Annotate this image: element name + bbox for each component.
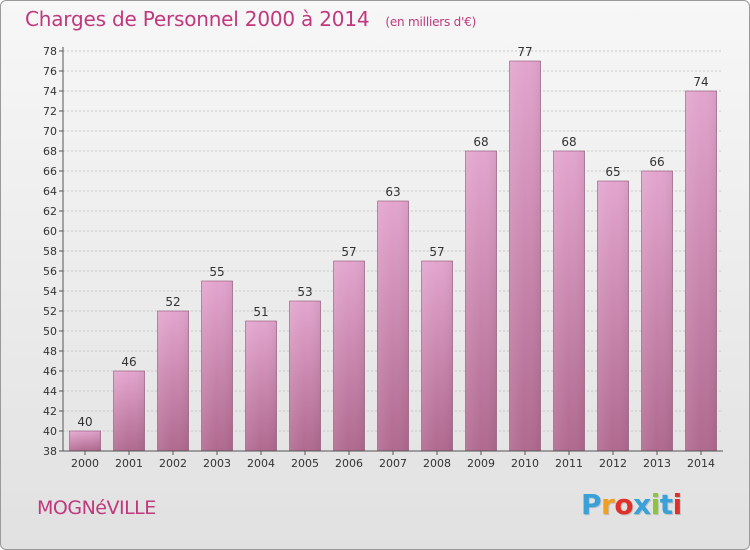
y-tick-label: 66	[43, 165, 57, 178]
data-label-2005: 53	[297, 285, 312, 299]
x-tick-label-2014: 2014	[687, 457, 715, 470]
y-tick-label: 38	[43, 445, 57, 458]
brand-letter: t	[659, 488, 673, 521]
y-tick-label: 62	[43, 205, 57, 218]
y-tick-label: 44	[43, 385, 57, 398]
y-tick-label: 48	[43, 345, 57, 358]
bar-sheen	[333, 261, 365, 451]
brand-logo: Proxiti	[581, 488, 682, 521]
chart-subtitle: (en milliers d'€)	[385, 15, 477, 29]
data-label-2006: 57	[341, 245, 356, 259]
bar-sheen	[157, 311, 189, 451]
y-tick-label: 52	[43, 305, 57, 318]
y-tick-label: 70	[43, 125, 57, 138]
data-label-2004: 51	[253, 305, 268, 319]
brand-letter: i	[650, 488, 661, 521]
chart-title-text: Charges de Personnel 2000 à 2014	[25, 7, 370, 31]
location-name: MOGNéVILLE	[37, 497, 156, 519]
x-tick-label-2008: 2008	[423, 457, 451, 470]
y-tick-label: 58	[43, 245, 57, 258]
bar-sheen	[201, 281, 233, 451]
x-tick-label-2010: 2010	[511, 457, 539, 470]
bar-sheen	[465, 151, 497, 451]
data-label-2007: 63	[385, 185, 400, 199]
data-label-2003: 55	[209, 265, 224, 279]
y-tick-label: 68	[43, 145, 57, 158]
bar-sheen	[113, 371, 145, 451]
bar-sheen	[553, 151, 585, 451]
brand-letter: i	[672, 488, 683, 521]
data-label-2002: 52	[165, 295, 180, 309]
data-label-2000: 40	[77, 415, 92, 429]
brand-letter: P	[581, 488, 602, 521]
y-tick-label: 50	[43, 325, 57, 338]
data-label-2011: 68	[561, 135, 576, 149]
x-tick-label-2002: 2002	[159, 457, 187, 470]
x-tick-label-2013: 2013	[643, 457, 671, 470]
bar-sheen	[245, 321, 277, 451]
x-tick-label-2005: 2005	[291, 457, 319, 470]
bar-sheen	[641, 171, 673, 451]
axes: 38 40 42 44 46 48 50 52 54 56 58 60 62 64 66 68 70 72 74 76…	[43, 45, 723, 470]
data-label-2012: 65	[605, 165, 620, 179]
bar-sheen	[69, 431, 101, 451]
y-tick-label: 56	[43, 265, 57, 278]
data-label-2001: 46	[121, 355, 136, 369]
bar-sheen	[421, 261, 453, 451]
bar-sheen	[597, 181, 629, 451]
y-tick-label: 60	[43, 225, 57, 238]
y-tick-label: 54	[43, 285, 57, 298]
data-label-2008: 57	[429, 245, 444, 259]
x-tick-label-2003: 2003	[203, 457, 231, 470]
y-tick-label: 40	[43, 425, 57, 438]
brand-letter: x	[633, 488, 651, 521]
data-label-2013: 66	[649, 155, 664, 169]
x-tick-label-2012: 2012	[599, 457, 627, 470]
x-tick-label-2007: 2007	[379, 457, 407, 470]
bars	[69, 60, 717, 452]
brand-letter: o	[614, 488, 634, 521]
x-tick-label-2000: 2000	[71, 457, 99, 470]
data-label-2010: 77	[517, 45, 532, 59]
x-tick-label-2011: 2011	[555, 457, 583, 470]
brand-letter: r	[601, 488, 615, 521]
x-tick-label-2004: 2004	[247, 457, 275, 470]
x-tick-label-2001: 2001	[115, 457, 143, 470]
data-label-2014: 74	[693, 75, 708, 89]
y-tick-label: 46	[43, 365, 57, 378]
y-tick-label: 42	[43, 405, 57, 418]
bar-sheen	[289, 301, 321, 451]
bar-sheen	[377, 201, 409, 451]
chart-title: Charges de Personnel 2000 à 2014 (en mill…	[25, 7, 476, 31]
y-tick-label: 76	[43, 65, 57, 78]
bar-sheen	[685, 91, 717, 451]
data-labels: 40 46 52 55 51 53 57 63 57 68 77 68 65 66 74	[77, 45, 708, 429]
y-tick-label: 78	[43, 45, 57, 58]
y-tick-label: 64	[43, 185, 57, 198]
bar-sheen	[509, 61, 541, 451]
y-tick-label: 74	[43, 85, 57, 98]
x-tick-label-2009: 2009	[467, 457, 495, 470]
x-tick-label-2006: 2006	[335, 457, 363, 470]
y-tick-label: 72	[43, 105, 57, 118]
data-label-2009: 68	[473, 135, 488, 149]
